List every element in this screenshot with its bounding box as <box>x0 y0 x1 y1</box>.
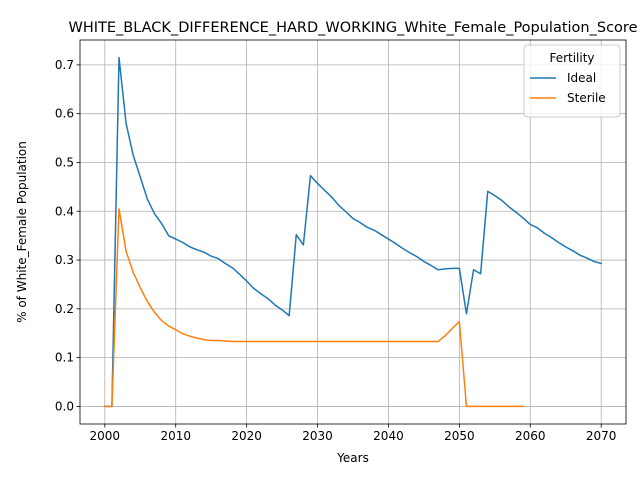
legend-label-sterile: Sterile <box>567 91 606 105</box>
series-line-sterile <box>104 208 524 408</box>
y-tick-label: 0.0 <box>55 399 74 413</box>
x-tick-label: 2040 <box>373 429 404 443</box>
legend-label-ideal: Ideal <box>567 71 596 85</box>
chart-title: WHITE_BLACK_DIFFERENCE_HARD_WORKING_Whit… <box>69 20 638 36</box>
x-tick-label: 2050 <box>444 429 475 443</box>
plot-lines <box>104 56 603 408</box>
legend: Fertility Ideal Sterile <box>523 44 621 118</box>
x-tick-label: 2070 <box>586 429 617 443</box>
y-tick-label: 0.3 <box>55 253 74 267</box>
legend-title: Fertility <box>549 51 594 65</box>
y-tick-label: 0.1 <box>55 351 74 365</box>
x-axis-ticks: 2000 2010 2020 2030 2040 2050 2060 2070 <box>90 424 617 443</box>
y-tick-label: 0.2 <box>55 302 74 316</box>
series-line-ideal <box>104 56 603 408</box>
x-axis-label: Years <box>336 451 369 465</box>
legend-box <box>523 44 621 118</box>
x-tick-label: 2000 <box>90 429 121 443</box>
x-tick-label: 2020 <box>231 429 262 443</box>
y-axis-label: % of White_Female Population <box>15 141 29 323</box>
y-tick-label: 0.5 <box>55 155 74 169</box>
x-tick-label: 2010 <box>160 429 191 443</box>
y-tick-label: 0.6 <box>55 107 74 121</box>
y-tick-label: 0.4 <box>55 204 74 218</box>
x-tick-label: 2060 <box>515 429 546 443</box>
y-tick-label: 0.7 <box>55 58 74 72</box>
x-tick-label: 2030 <box>302 429 333 443</box>
plot-frame <box>79 39 627 425</box>
y-axis-ticks: 0.0 0.1 0.2 0.3 0.4 0.5 0.6 0.7 <box>55 58 80 413</box>
